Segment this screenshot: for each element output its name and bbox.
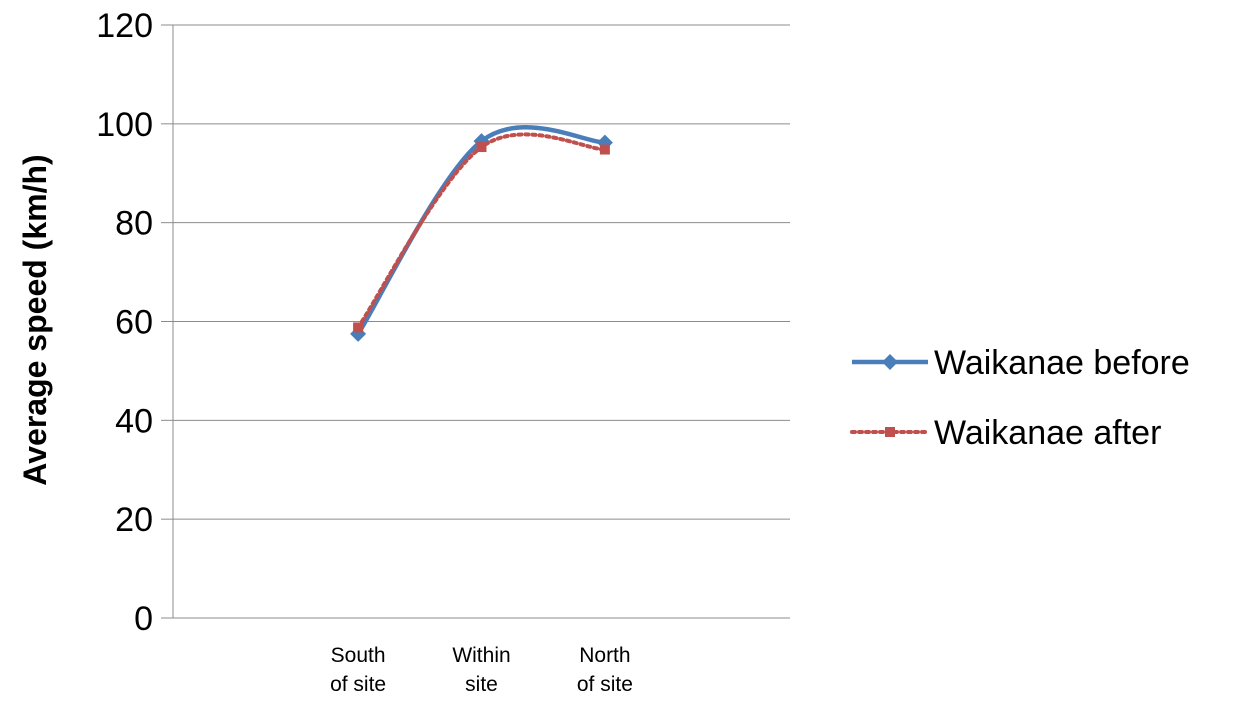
- legend-entry: Waikanae after: [850, 414, 1161, 452]
- x-tick-label: South of site: [330, 644, 386, 696]
- legend-label: Waikanae after: [934, 414, 1161, 452]
- y-tick-label: 0: [134, 600, 153, 638]
- data-point-square: [476, 142, 487, 153]
- x-tick-label: Within site: [452, 644, 510, 696]
- gridlines: [173, 24, 790, 520]
- y-tick-label: 40: [115, 402, 153, 440]
- legend-marker-square: [885, 427, 895, 437]
- y-tick-label: 100: [96, 106, 153, 144]
- y-tick-label: 120: [96, 7, 153, 45]
- y-axis-label: Average speed (km/h): [17, 154, 53, 485]
- y-tick-labels: 0 20 40 60 80 100 120: [96, 7, 153, 638]
- legend-marker-diamond: [882, 354, 898, 370]
- x-tick-label: North of site: [577, 644, 633, 696]
- axes: [161, 24, 790, 619]
- y-tick-label: 60: [115, 304, 153, 342]
- x-category-labels: South of site Within site North of site: [330, 644, 633, 696]
- series-after: [353, 132, 610, 333]
- legend-label: Waikanae before: [934, 344, 1190, 382]
- data-point-square: [599, 144, 610, 155]
- series-line: [356, 125, 606, 336]
- y-tick-label: 20: [115, 501, 153, 539]
- series-before: [350, 125, 613, 342]
- data-point-square: [353, 322, 364, 333]
- y-tick-label: 80: [115, 205, 153, 243]
- series-group: [350, 125, 613, 342]
- legend-entry: Waikanae before: [852, 344, 1190, 382]
- series-line: [356, 132, 607, 330]
- legend: Waikanae before Waikanae after: [850, 344, 1190, 452]
